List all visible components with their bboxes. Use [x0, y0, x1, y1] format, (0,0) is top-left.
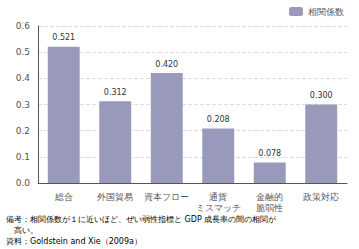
svg-text:政策対応: 政策対応	[303, 192, 339, 202]
svg-text:0.521: 0.521	[52, 33, 75, 42]
svg-text:資料：Goldstein and Xie（2009a）: 資料：Goldstein and Xie（2009a）	[6, 237, 142, 246]
svg-text:0.5: 0.5	[16, 47, 30, 57]
svg-text:ミスマッチ: ミスマッチ	[196, 203, 241, 213]
svg-text:0.312: 0.312	[104, 88, 127, 97]
svg-text:相関係数: 相関係数	[308, 7, 344, 17]
svg-text:0.6: 0.6	[16, 21, 31, 31]
svg-text:0.078: 0.078	[258, 149, 281, 158]
svg-text:外国貿易: 外国貿易	[97, 192, 133, 202]
svg-text:0.420: 0.420	[155, 60, 178, 69]
svg-text:金融的: 金融的	[256, 192, 283, 202]
svg-text:脆弱性: 脆弱性	[256, 203, 283, 213]
svg-text:0.208: 0.208	[207, 115, 230, 124]
svg-text:0.1: 0.1	[16, 152, 30, 162]
svg-text:0.3: 0.3	[16, 100, 30, 110]
svg-text:0.300: 0.300	[310, 91, 333, 100]
svg-text:0.0: 0.0	[16, 178, 31, 188]
svg-text:0.4: 0.4	[16, 73, 31, 83]
svg-text:通貨: 通貨	[209, 192, 227, 202]
svg-text:資本フロー: 資本フロー	[144, 192, 189, 202]
svg-text:0.2: 0.2	[16, 126, 30, 136]
svg-text:備考：相関係数が１に近いほど、ぜい弱性指標と GDP 成長率: 備考：相関係数が１に近いほど、ぜい弱性指標と GDP 成長率の間の相関が	[6, 215, 277, 224]
svg-text:総合: 総合	[54, 192, 73, 202]
svg-text:高い。: 高い。	[6, 226, 38, 235]
